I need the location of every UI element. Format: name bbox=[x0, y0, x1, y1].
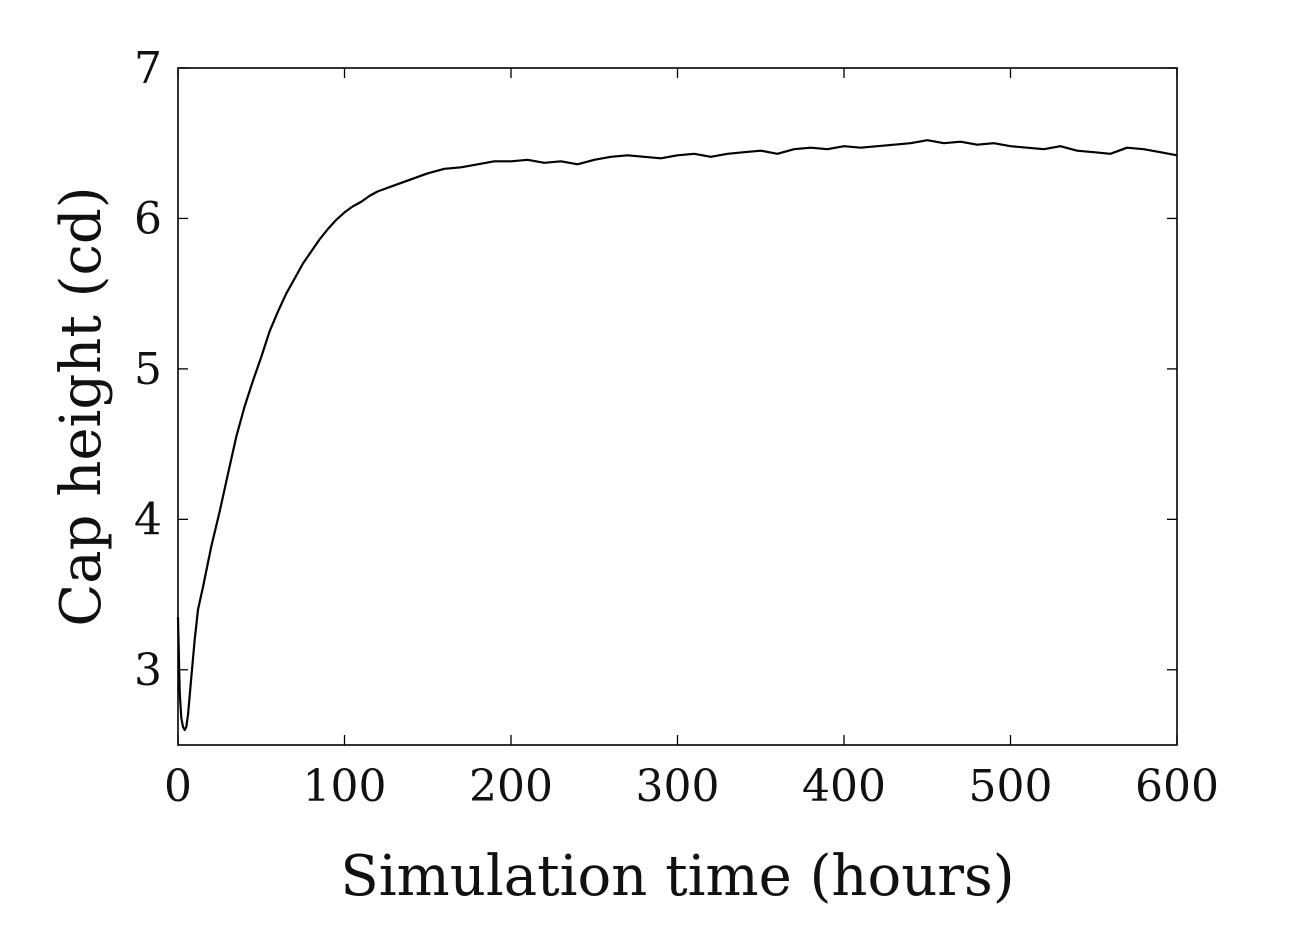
x-tick-label-300: 300 bbox=[636, 761, 720, 812]
ticks-layer: 0 100 200 300 400 500 600 3 4 5 6 7 bbox=[134, 43, 1219, 812]
x-tick-label-600: 600 bbox=[1135, 761, 1219, 812]
series-layer bbox=[176, 139, 1178, 732]
x-tick-label-0: 0 bbox=[164, 761, 192, 812]
y-axis-label: Cap height (cd) bbox=[49, 186, 114, 626]
y-tick-label-5: 5 bbox=[134, 344, 162, 395]
x-tick-label-200: 200 bbox=[469, 761, 553, 812]
y-tick-label-4: 4 bbox=[134, 494, 162, 545]
x-tick-label-100: 100 bbox=[303, 761, 387, 812]
x-tick-label-400: 400 bbox=[802, 761, 886, 812]
y-tick-label-3: 3 bbox=[134, 645, 162, 696]
y-tick-label-7: 7 bbox=[134, 43, 162, 94]
plot-area-frame bbox=[177, 67, 1178, 746]
y-tick-label-6: 6 bbox=[134, 193, 162, 244]
x-axis-label: Simulation time (hours) bbox=[340, 844, 1014, 909]
series-line-0 bbox=[176, 139, 1178, 732]
x-tick-label-500: 500 bbox=[969, 761, 1053, 812]
